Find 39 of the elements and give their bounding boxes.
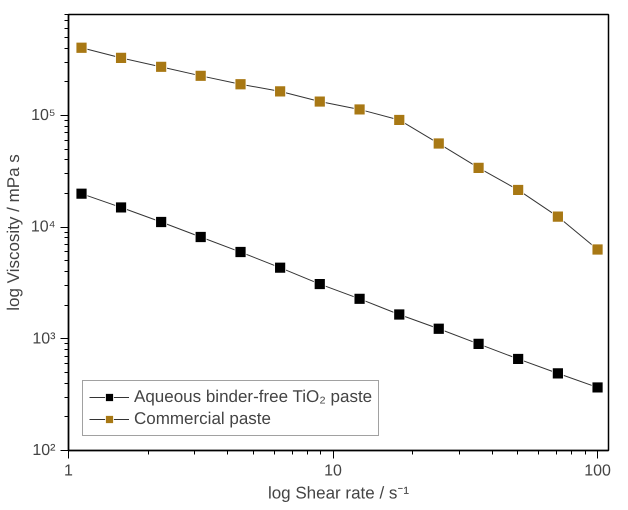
point <box>194 70 207 82</box>
y-axis-title: log Viscosity / mPa s <box>4 154 23 311</box>
point <box>432 322 445 335</box>
point <box>393 308 406 320</box>
point <box>393 114 406 126</box>
point <box>552 368 564 380</box>
point <box>314 278 326 290</box>
y-tick-label: 10² <box>32 442 56 459</box>
point <box>234 246 246 258</box>
point <box>194 231 207 243</box>
x-tick-label: 10 <box>324 462 342 480</box>
y-tick-label: 10⁵ <box>31 106 56 124</box>
legend-label: Aqueous binder-free TiO₂ paste <box>134 387 372 407</box>
x-tick-label: 1 <box>64 462 74 480</box>
point <box>234 78 246 90</box>
point <box>115 52 127 64</box>
point <box>354 292 366 305</box>
point <box>76 188 88 200</box>
point <box>115 202 127 214</box>
point <box>274 85 286 98</box>
y-tick-label: 10³ <box>32 330 56 348</box>
point <box>512 184 524 196</box>
point <box>432 138 445 150</box>
point <box>552 210 564 223</box>
point <box>472 162 484 174</box>
y-tick-label: 10⁴ <box>30 218 56 236</box>
point <box>472 338 484 350</box>
point <box>274 262 286 274</box>
legend-label: Commercial paste <box>134 409 271 429</box>
point <box>155 216 168 228</box>
point <box>76 42 88 54</box>
point <box>314 96 326 108</box>
point <box>155 60 168 73</box>
point <box>512 353 524 365</box>
point <box>592 382 604 394</box>
x-axis-title: log Shear rate / s⁻¹ <box>268 484 410 502</box>
point <box>354 104 366 116</box>
x-tick-label: 100 <box>584 462 611 480</box>
point <box>592 244 604 256</box>
